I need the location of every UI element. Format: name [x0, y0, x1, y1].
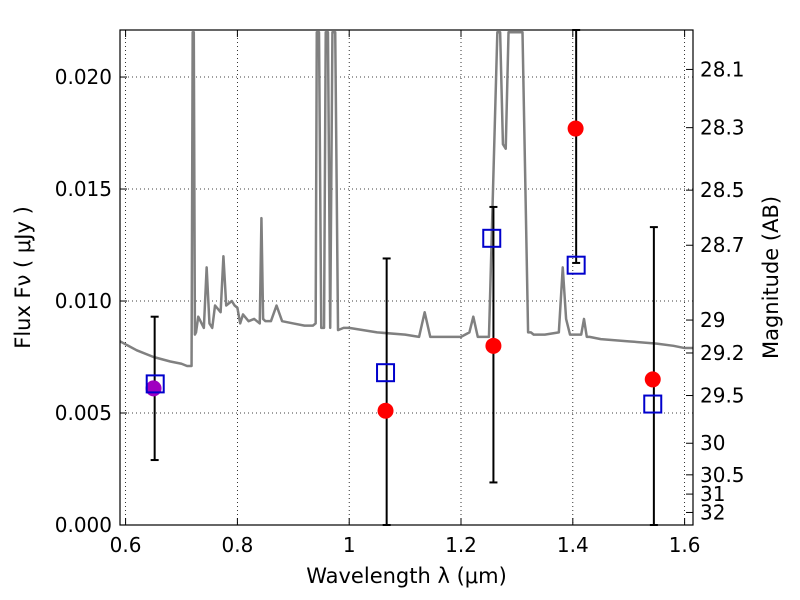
- x-tick-label: 1.2: [445, 533, 477, 557]
- right-axis-label: Magnitude (AB): [759, 196, 783, 359]
- x-tick-label: 1.4: [557, 533, 589, 557]
- right-tick-label: 30: [700, 431, 725, 455]
- data-point-circle: [644, 371, 661, 388]
- right-tick-label: 28.7: [700, 233, 745, 257]
- y-tick-label: 0.020: [55, 65, 112, 89]
- plot-frame: [119, 29, 694, 526]
- right-tick-label: 28.1: [700, 57, 745, 81]
- model-spectrum-line: [119, 30, 693, 368]
- y-tick-label: 0.005: [55, 401, 112, 425]
- x-tick-label: 1: [343, 533, 356, 557]
- data-point-square: [643, 394, 663, 414]
- data-point-circle: [145, 380, 162, 397]
- model-spectrum: [119, 30, 693, 368]
- right-tick-label: 28.5: [700, 178, 745, 202]
- x-tick-label: 0.8: [221, 533, 253, 557]
- grid-lines: [120, 30, 693, 526]
- data-point-circle: [567, 120, 584, 137]
- right-tick-label: 32: [700, 500, 725, 524]
- right-tick-label: 28.3: [700, 116, 745, 140]
- x-tick-label: 1.6: [669, 533, 701, 557]
- right-tick-label: 29: [700, 308, 725, 332]
- data-point-square: [145, 374, 165, 394]
- y-axis-label: Flux Fν ( μJy ): [11, 206, 35, 349]
- error-bars: [150, 29, 658, 526]
- y-tick-label: 0.010: [55, 289, 112, 313]
- right-tick-label: 29.2: [700, 341, 745, 365]
- data-point-square: [566, 255, 586, 275]
- data-point-circle: [485, 337, 502, 354]
- data-point-square: [376, 363, 396, 383]
- data-point-square: [482, 228, 502, 248]
- data-point-circle: [377, 402, 394, 419]
- right-tick-label: 30.5: [700, 463, 745, 487]
- x-tick-label: 0.6: [110, 533, 142, 557]
- right-tick-label: 31: [700, 482, 725, 506]
- x-axis-label: Wavelength λ (μm): [306, 564, 507, 588]
- y-tick-label: 0.015: [55, 177, 112, 201]
- y-tick-label: 0.000: [55, 513, 112, 537]
- right-tick-label: 29.5: [700, 384, 745, 408]
- data-markers: [145, 120, 663, 419]
- axis-ticks: 0.6 0.8 1 1.2 1.4 1.6 0.000 0.005 0.010 0.015 0.02…: [55, 30, 745, 557]
